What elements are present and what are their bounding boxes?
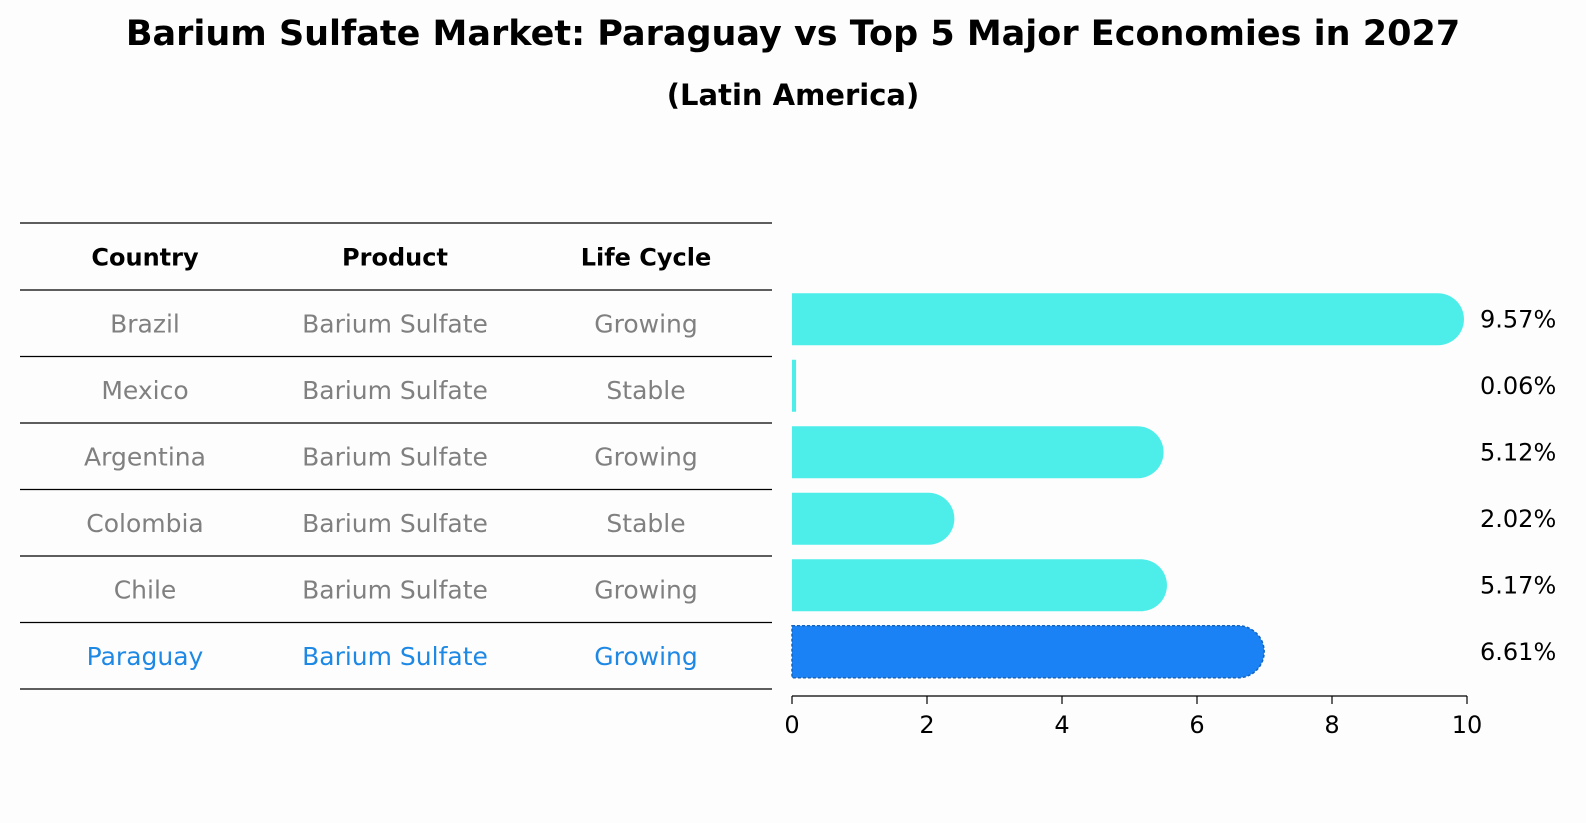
table-header-cell: Life Cycle [581, 244, 712, 272]
table-cell: Argentina [84, 442, 206, 471]
x-tick-label: 2 [919, 711, 934, 739]
table-cell: Colombia [86, 509, 203, 538]
bar [792, 293, 1464, 346]
chart-title: Barium Sulfate Market: Paraguay vs Top 5… [125, 14, 1461, 54]
table-cell: Barium Sulfate [302, 309, 488, 338]
table-header-cell: Country [91, 244, 199, 272]
bar-value-label: 6.61% [1480, 638, 1556, 666]
bar-value-label: 5.17% [1480, 571, 1556, 599]
table-cell: Stable [606, 376, 685, 405]
x-tick-label: 6 [1189, 711, 1204, 739]
table-cell: Brazil [110, 309, 180, 338]
x-tick-label: 4 [1054, 711, 1069, 739]
data-table: Country Product Life Cycle Brazil Barium Sul… [20, 222, 772, 690]
x-tick-label: 10 [1452, 711, 1483, 739]
bar [792, 359, 797, 412]
bar [791, 625, 1265, 679]
table-cell: Growing [594, 575, 698, 604]
x-tick-label: 0 [784, 711, 799, 739]
bar-value-label: 2.02% [1480, 505, 1556, 533]
bar-value-label: 5.12% [1480, 438, 1556, 466]
chart-subtitle: (Latin America) [666, 78, 920, 112]
table-cell: Mexico [101, 376, 188, 405]
table-cell: Growing [594, 642, 698, 671]
x-axis: 0 2 4 6 8 10 [784, 695, 1483, 739]
bar-value-label: 9.57% [1480, 305, 1556, 333]
table-cell: Barium Sulfate [302, 642, 488, 671]
bar-series: 9.57% 0.06% 5.12% 2.02% 5.17% 6.61% [791, 293, 1556, 679]
table-cell: Barium Sulfate [302, 376, 488, 405]
table-cell: Paraguay [87, 642, 204, 671]
table-cell: Barium Sulfate [302, 509, 488, 538]
table-cell: Growing [594, 309, 698, 338]
x-tick-label: 8 [1324, 711, 1339, 739]
table-cell: Barium Sulfate [302, 575, 488, 604]
table-cell: Growing [594, 442, 698, 471]
table-header-cell: Product [342, 244, 448, 272]
table-cell: Barium Sulfate [302, 442, 488, 471]
table-cell: Chile [114, 575, 177, 604]
bar-value-label: 0.06% [1480, 372, 1556, 400]
table-cell: Stable [606, 509, 685, 538]
bar [792, 426, 1164, 479]
bar [792, 492, 955, 545]
bar [792, 559, 1167, 612]
